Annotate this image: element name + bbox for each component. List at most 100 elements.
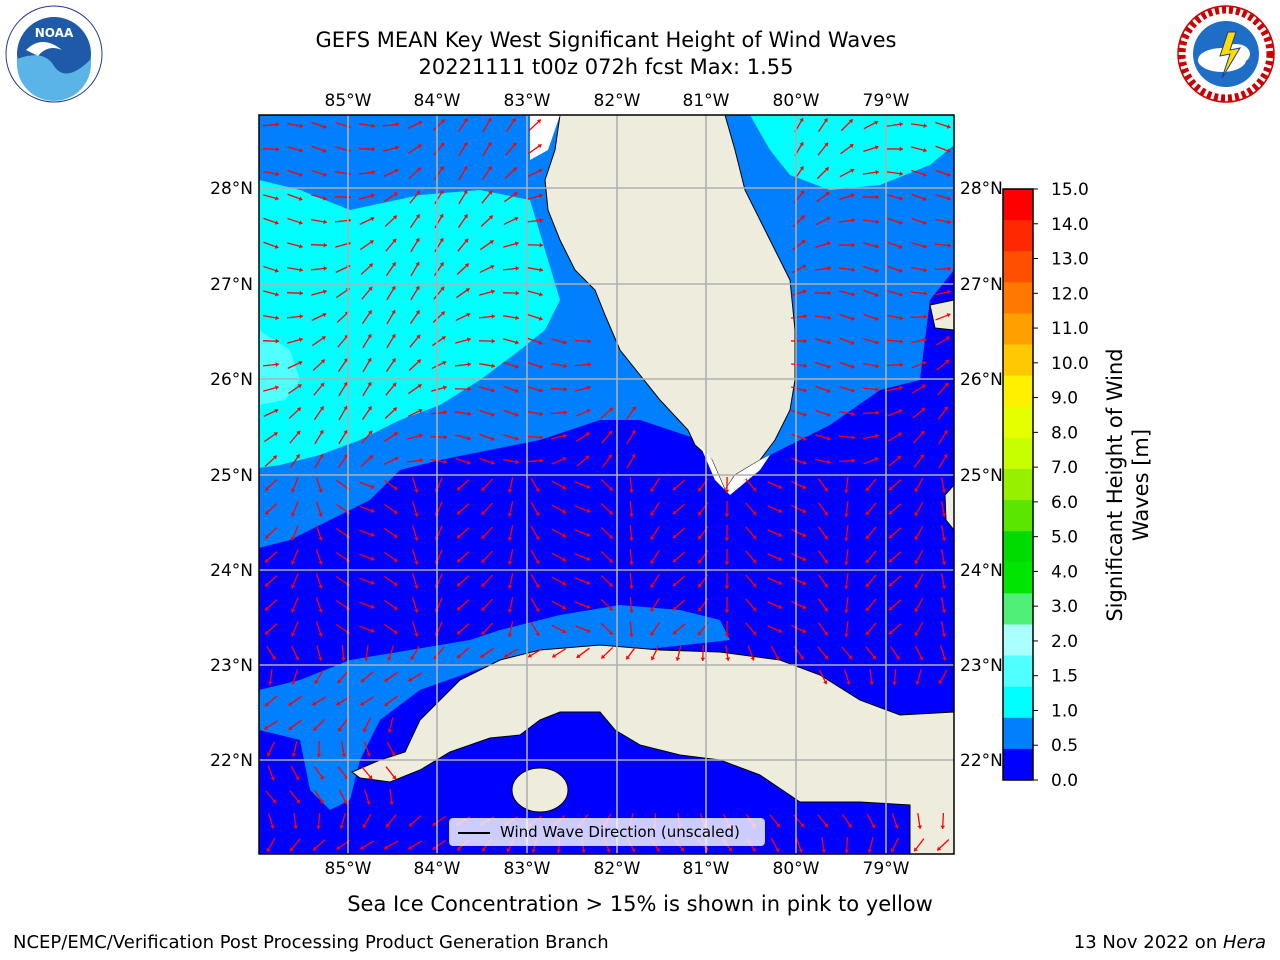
wave-direction-arrow (629, 500, 634, 518)
wave-direction-arrow (430, 410, 448, 415)
wave-direction-arrow (910, 291, 928, 296)
colorbar-swatch (1003, 313, 1033, 346)
wave-direction-arrow (432, 311, 446, 323)
wave-direction-arrow (600, 574, 614, 588)
wave-direction-arrow (337, 670, 349, 684)
wave-direction-arrow (262, 122, 280, 127)
wave-direction-arrow (575, 577, 591, 585)
wave-direction-arrow (385, 814, 397, 828)
wave-direction-arrow (940, 477, 947, 493)
wave-direction-arrow (263, 290, 279, 297)
wave-direction-arrow (940, 549, 947, 565)
wave-direction-arrow (385, 358, 397, 372)
wave-direction-arrow (384, 695, 398, 707)
wave-direction-arrow (290, 525, 299, 541)
wave-direction-arrow (408, 167, 422, 179)
wave-direction-arrow (600, 622, 614, 636)
wave-direction-arrow (339, 813, 346, 829)
lon-tick-label: 79°W (863, 91, 910, 111)
colorbar-label: Significant Height of Wind Waves [m] (1103, 348, 1153, 622)
wave-direction-arrow (865, 478, 877, 492)
wave-direction-arrow (672, 479, 686, 491)
wave-direction-arrow (816, 191, 830, 203)
wave-direction-arrow (286, 290, 304, 296)
wave-direction-arrow (888, 551, 902, 563)
wave-direction-arrow (316, 645, 323, 661)
wave-direction-arrow (432, 815, 446, 827)
wave-direction-arrow (503, 409, 519, 417)
wave-direction-arrow (839, 168, 855, 178)
colorbar-tick-label: 5.0 (1051, 528, 1078, 548)
wave-direction-arrow (863, 265, 879, 273)
wave-direction-arrow (407, 408, 423, 418)
wave-direction-arrow (575, 601, 591, 609)
wave-direction-arrow (600, 598, 614, 612)
wave-direction-arrow (844, 620, 849, 638)
wave-direction-arrow (935, 194, 951, 201)
wave-direction-arrow (791, 553, 807, 562)
wave-direction-arrow (412, 501, 419, 517)
wave-direction-arrow (625, 646, 637, 660)
lon-tick-label: 82°W (594, 859, 641, 879)
wave-direction-arrow (431, 385, 447, 392)
wave-direction-arrow (337, 454, 349, 468)
wave-direction-arrow (458, 189, 468, 205)
wave-direction-arrow (914, 549, 924, 565)
wave-direction-arrow (940, 597, 947, 613)
lon-tick-label: 81°W (683, 91, 730, 111)
colorbar-tick-label: 0.5 (1051, 736, 1078, 756)
wave-direction-arrow (386, 285, 396, 301)
wave-band-1-1.5-ne (750, 115, 954, 190)
wave-direction-arrow (863, 338, 879, 345)
wave-direction-arrow (767, 601, 783, 610)
wave-direction-arrow (360, 263, 374, 275)
wave-direction-arrow (479, 457, 495, 465)
wave-direction-arrow (314, 453, 324, 469)
lat-tick-label: 24°N (210, 561, 253, 581)
wave-direction-arrow (289, 790, 301, 804)
wave-direction-arrow (863, 457, 879, 465)
wave-direction-arrow (290, 573, 299, 589)
wave-direction-arrow (359, 216, 375, 225)
wave-direction-arrow (455, 312, 471, 322)
wave-direction-arrow (838, 217, 856, 223)
wave-direction-arrow (412, 597, 419, 613)
wave-direction-arrow (625, 406, 637, 420)
wave-direction-arrow (409, 334, 421, 348)
wave-direction-arrow (311, 145, 327, 153)
wave-direction-arrow (385, 766, 397, 780)
wave-direction-arrow (456, 623, 470, 635)
wave-direction-arrow (507, 525, 514, 541)
wave-direction-arrow (600, 646, 614, 660)
wave-direction-arrow (530, 573, 540, 589)
wave-direction-arrow (747, 645, 755, 661)
wave-direction-arrow (724, 476, 730, 494)
lat-tick-label: 28°N (210, 179, 253, 199)
wave-direction-arrow (815, 385, 831, 393)
wave-direction-arrow (576, 647, 590, 659)
colorbar-tick-label: 9.0 (1051, 389, 1078, 409)
wave-direction-arrow (312, 839, 326, 851)
legend-label: Wind Wave Direction (unscaled) (500, 823, 740, 841)
wave-direction-arrow (863, 362, 879, 369)
wave-direction-arrow (409, 214, 421, 228)
wave-direction-arrow (382, 122, 400, 127)
wave-direction-arrow (386, 333, 396, 349)
lon-tick-label: 84°W (414, 91, 461, 111)
wave-direction-arrow (316, 812, 321, 830)
wave-direction-arrow (745, 550, 757, 564)
wave-direction-arrow (838, 458, 856, 464)
wave-direction-arrow (503, 458, 519, 465)
wave-direction-arrow (455, 434, 471, 441)
wave-direction-arrow (815, 434, 831, 441)
wave-direction-arrow (629, 620, 634, 638)
wave-direction-arrow (551, 456, 567, 465)
wave-direction-arrow (264, 623, 278, 635)
wave-direction-arrow (362, 813, 372, 829)
wave-direction-arrow (745, 478, 757, 492)
wave-direction-arrow (311, 696, 327, 706)
wave-direction-arrow (409, 190, 421, 204)
wave-direction-arrow (791, 433, 807, 441)
wave-direction-arrow (600, 526, 614, 540)
wave-direction-arrow (433, 286, 445, 300)
